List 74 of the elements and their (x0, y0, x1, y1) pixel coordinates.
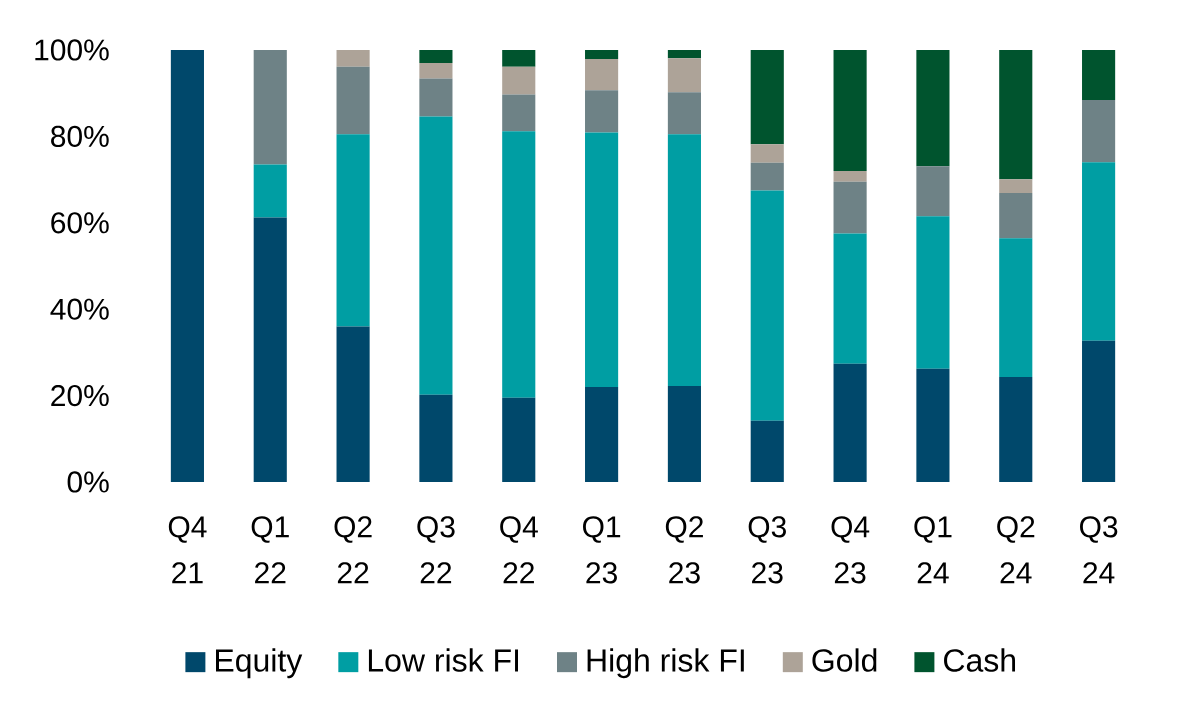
bar (585, 132, 619, 387)
x-tick-label: Q1 24 (914, 516, 952, 584)
bar (999, 377, 1033, 482)
bar (336, 326, 370, 482)
bar (585, 59, 619, 91)
bar (336, 50, 370, 67)
bar (502, 94, 536, 132)
y-tick-label: 20% (51, 384, 109, 407)
x-tick-label: Q1 23 (583, 516, 621, 584)
bar (916, 216, 950, 369)
bar (502, 397, 536, 482)
bar (585, 50, 619, 60)
bar (750, 190, 784, 421)
x-tick-label: Q4 22 (500, 516, 538, 584)
bar (502, 66, 536, 95)
x-tick-label: Q3 23 (748, 516, 786, 584)
bar (1082, 100, 1116, 163)
bar (750, 420, 784, 482)
bar (667, 386, 701, 482)
bar (999, 179, 1033, 193)
bar (667, 58, 701, 93)
bar (502, 50, 536, 67)
x-tick-label: Q2 22 (334, 516, 372, 584)
bar (419, 78, 453, 117)
bar (419, 116, 453, 395)
bar (667, 92, 701, 135)
x-tick-label: Q1 22 (251, 516, 289, 584)
x-tick-label: Q2 23 (665, 516, 703, 584)
bar (253, 50, 287, 165)
y-tick-label: 80% (51, 125, 109, 148)
bar (833, 181, 867, 234)
bar (833, 50, 867, 171)
legend-label: Equity (216, 648, 303, 679)
y-tick-label: 60% (51, 212, 109, 234)
y-tick-label: 0% (67, 471, 109, 493)
bar (999, 238, 1033, 378)
bar (750, 144, 784, 163)
bar (585, 386, 619, 482)
bar (833, 233, 867, 364)
bar (916, 166, 950, 217)
bar (833, 363, 867, 482)
legend-label: High risk FI (587, 648, 744, 679)
bar (253, 217, 287, 482)
bar (419, 50, 453, 63)
bar (336, 66, 370, 135)
bar (916, 368, 950, 482)
bar (170, 50, 204, 482)
bar (253, 164, 287, 218)
bar (750, 50, 784, 145)
bar (585, 90, 619, 133)
bar (336, 134, 370, 327)
bar (1082, 50, 1116, 101)
bar (667, 50, 701, 59)
x-tick-label: Q2 24 (997, 516, 1035, 584)
x-tick-label: Q4 21 (168, 516, 207, 584)
bar (419, 394, 453, 482)
x-tick-label: Q3 22 (417, 516, 455, 584)
legend-label: Low risk FI (368, 648, 519, 672)
y-tick-label: 40% (50, 298, 109, 320)
legend-label: Gold (812, 648, 877, 672)
bar (419, 62, 453, 79)
bar (502, 131, 536, 398)
legend-label: Cash (944, 648, 1016, 672)
x-tick-label: Q4 23 (831, 516, 870, 584)
y-tick-label: 100% (35, 39, 109, 61)
x-tick-label: Q3 24 (1080, 516, 1118, 584)
bar (916, 50, 950, 167)
bar (833, 170, 867, 182)
bar (999, 50, 1033, 180)
bar (1082, 340, 1116, 482)
bar (667, 134, 701, 387)
bar (750, 162, 784, 191)
bar (999, 192, 1033, 239)
bar (1082, 162, 1116, 341)
